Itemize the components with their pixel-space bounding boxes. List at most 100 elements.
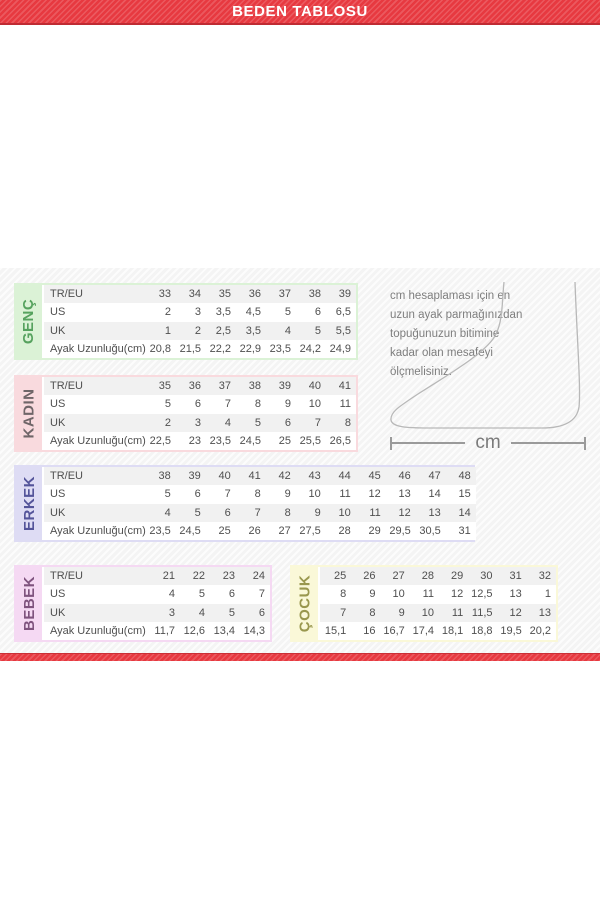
size-cell: 12,5: [471, 588, 493, 601]
size-cell: 16: [363, 624, 376, 637]
measurement-note: cm hesaplaması için en uzun ayak parmağı…: [390, 287, 540, 382]
measure-tick-right: [584, 436, 587, 450]
size-cell: 22,9: [239, 342, 261, 355]
size-cell: 22,5: [149, 434, 171, 447]
size-cell: 10: [308, 398, 321, 411]
size-cell: 5: [164, 398, 171, 411]
size-cell: 37: [278, 288, 291, 300]
row-header: TR/EU: [50, 470, 83, 482]
size-cell: 26,5: [329, 434, 351, 447]
size-cell: 8: [369, 606, 376, 619]
size-cell: 13: [509, 588, 522, 601]
size-cell: 12,6: [183, 624, 205, 637]
section-label-bebek: BEBEK: [16, 567, 44, 640]
table-row: 7 8 9 10 11 11,5 12 13: [320, 603, 556, 622]
size-cell: 10: [308, 488, 321, 501]
size-cell: 3: [168, 606, 175, 619]
size-cell: 15: [458, 488, 471, 501]
size-cell: 11: [369, 506, 381, 519]
size-cell: 13: [428, 506, 441, 519]
size-cell: 24,2: [299, 342, 321, 355]
table-row: TR/EU 35 36 37 38 39 40 41: [44, 377, 356, 396]
bottom-red-stripe: [0, 653, 600, 661]
size-cell: 29: [368, 524, 381, 537]
size-cell: 2: [164, 416, 171, 429]
size-cell: 28: [421, 570, 434, 582]
size-cell: 9: [398, 606, 405, 619]
size-cell: 2: [194, 324, 201, 337]
size-cell: 13: [398, 488, 411, 501]
size-cell: 10: [338, 506, 351, 519]
size-cell: 13: [538, 606, 551, 619]
row-header: Ayak Uzunluğu(cm): [50, 342, 146, 355]
size-cell: 35: [158, 380, 171, 392]
size-cell: 6: [224, 506, 231, 519]
size-cell: 11,5: [471, 606, 493, 619]
row-header: Ayak Uzunluğu(cm): [50, 624, 146, 637]
table-row: 8 9 10 11 12 12,5 13 1: [320, 585, 556, 604]
size-cell: 19,5: [500, 624, 522, 637]
size-cell: 13,4: [213, 624, 235, 637]
page-title: BEDEN TABLOSU: [232, 3, 368, 20]
section-label-genc: GENÇ: [16, 285, 44, 358]
size-cell: 26: [363, 570, 376, 582]
size-cell: 24,5: [179, 524, 201, 537]
table-row: Ayak Uzunluğu(cm) 11,7 12,6 13,4 14,3: [44, 621, 270, 640]
section-label-kadin: KADIN: [16, 377, 44, 450]
size-cell: 11: [451, 606, 464, 619]
size-table-body: TR/EU 35 36 37 38 39 40 41 US 5 6 7 8 9 10 11 UK 2 3 4 5 6 7 8 A…: [44, 377, 356, 450]
size-cell: 41: [248, 470, 261, 482]
size-cell: 5: [284, 306, 291, 319]
row-header: UK: [50, 506, 66, 519]
size-cell: 30,5: [419, 524, 441, 537]
size-cell: 12: [398, 506, 411, 519]
size-cell: 14: [428, 488, 441, 501]
row-header: Ayak Uzunluğu(cm): [50, 434, 146, 447]
table-row: TR/EU 38 39 40 41 42 43 44 45 46 47 48: [44, 467, 476, 486]
size-cell: 38: [158, 470, 171, 482]
size-cell: 18,1: [441, 624, 464, 637]
size-table-bebek: BEBEK TR/EU 21 22 23 24 US 4 5 6 7 UK 3 4 5 6 Ayak Uzun…: [14, 565, 272, 642]
size-table-body: TR/EU 21 22 23 24 US 4 5 6 7 UK 3 4 5 6 Ayak Uzunluğu(c…: [44, 567, 270, 640]
measure-tick-left: [390, 436, 392, 450]
size-cell: 27: [392, 570, 405, 582]
size-cell: 8: [254, 398, 261, 411]
row-header: Ayak Uzunluğu(cm): [50, 524, 146, 537]
section-label-erkek: ERKEK: [16, 467, 44, 540]
measure-line-right: [510, 442, 585, 444]
size-cell: 39: [278, 380, 291, 392]
size-cell: 22,2: [209, 342, 231, 355]
measure-line-left: [392, 442, 466, 444]
size-cell: 30: [480, 570, 493, 582]
table-row: TR/EU 21 22 23 24: [44, 567, 270, 586]
size-cell: 43: [308, 470, 321, 482]
size-cell: 8: [284, 506, 291, 519]
table-row: US 5 6 7 8 9 10 11 12 13 14 15: [44, 485, 476, 504]
size-cell: 3: [194, 306, 201, 319]
title-band: BEDEN TABLOSU: [0, 0, 600, 25]
table-row: UK 2 3 4 5 6 7 8: [44, 413, 356, 432]
table-row: 25 26 27 28 29 30 31 32: [320, 567, 556, 586]
size-cell: 5,5: [335, 324, 351, 337]
table-row: Ayak Uzunluğu(cm) 23,5 24,5 25 26 27 27,5 28 29 2…: [44, 521, 476, 540]
size-cell: 33: [158, 288, 171, 300]
note-line: uzun ayak parmağınızdan: [390, 309, 523, 321]
size-cell: 23,5: [149, 524, 171, 537]
size-cell: 4,5: [245, 306, 261, 319]
size-cell: 40: [308, 380, 321, 392]
size-cell: 11: [339, 398, 351, 411]
size-cell: 7: [254, 506, 261, 519]
section-label-text: BEBEK: [20, 575, 38, 632]
row-header: UK: [50, 606, 66, 619]
size-cell: 5: [198, 588, 205, 601]
size-table-genc: GENÇ TR/EU 33 34 35 36 37 38 39 US 2 3 3,5 4,5 5 6 6,5 U…: [14, 283, 358, 360]
size-cell: 46: [398, 470, 411, 482]
size-cell: 20,2: [529, 624, 551, 637]
size-cell: 6: [258, 606, 265, 619]
size-cell: 31: [509, 570, 522, 582]
measure-unit-label: cm: [475, 432, 501, 453]
size-cell: 26: [248, 524, 261, 537]
size-cell: 3: [194, 416, 201, 429]
size-cell: 45: [368, 470, 381, 482]
size-cell: 4: [168, 588, 175, 601]
